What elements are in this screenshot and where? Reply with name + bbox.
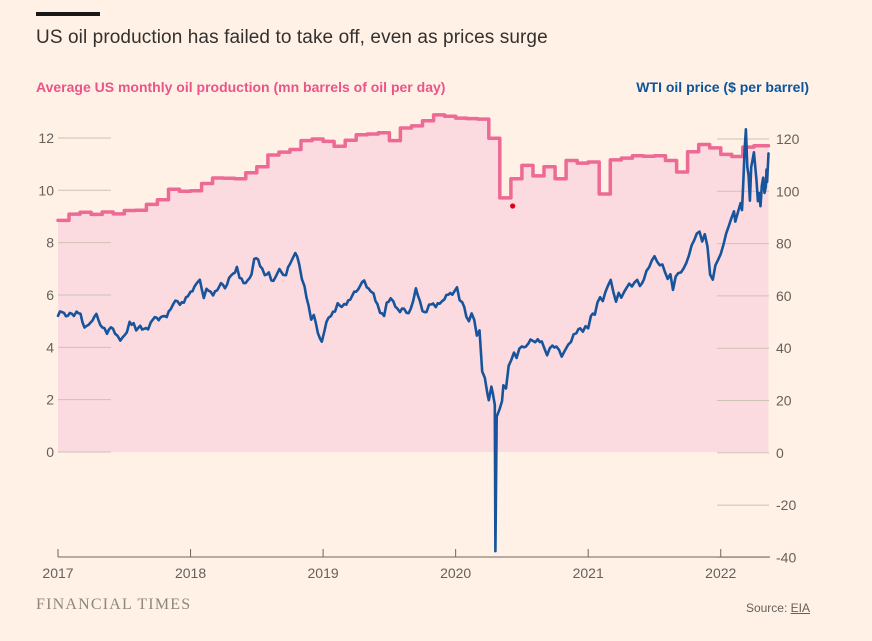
legend-production-label: Average US monthly oil production (mn ba… xyxy=(36,79,446,95)
left-axis-label: 0 xyxy=(46,444,54,460)
right-axis-label: 100 xyxy=(776,183,800,199)
source-note: Source: EIA xyxy=(746,601,810,615)
right-axis-label: 80 xyxy=(776,236,792,252)
year-label: 2021 xyxy=(573,565,604,581)
source-prefix: Source: xyxy=(745,601,788,615)
left-axis-label: 2 xyxy=(46,392,54,408)
production-area xyxy=(58,114,769,453)
legend-wti-label: WTI oil price ($ per barrel) xyxy=(636,79,809,95)
title-rule xyxy=(36,12,100,16)
left-axis-label: 10 xyxy=(38,182,54,198)
left-axis-label: 4 xyxy=(46,339,54,355)
right-axis-label: -20 xyxy=(776,497,796,513)
annotation-dot xyxy=(510,203,516,209)
right-axis-label: 40 xyxy=(776,340,792,356)
left-axis-label: 12 xyxy=(38,130,54,146)
ft-brand: FINANCIAL TIMES xyxy=(36,596,192,613)
production-line xyxy=(56,113,771,223)
right-axis-label: 120 xyxy=(776,131,800,147)
right-axis-label: 20 xyxy=(776,393,792,409)
wti-price-line xyxy=(56,128,770,553)
left-axis-label: 6 xyxy=(46,287,54,303)
year-label: 2022 xyxy=(705,565,736,581)
chart-title: US oil production has failed to take off… xyxy=(36,27,548,48)
source-link[interactable]: EIA xyxy=(790,601,810,615)
left-axis-label: 8 xyxy=(46,235,54,251)
right-axis-label: 0 xyxy=(776,445,784,461)
year-label: 2020 xyxy=(440,565,471,581)
right-axis-label: -40 xyxy=(776,549,796,565)
year-label: 2017 xyxy=(42,565,73,581)
year-label: 2019 xyxy=(308,565,339,581)
year-label: 2018 xyxy=(175,565,206,581)
right-axis-label: 60 xyxy=(776,288,792,304)
